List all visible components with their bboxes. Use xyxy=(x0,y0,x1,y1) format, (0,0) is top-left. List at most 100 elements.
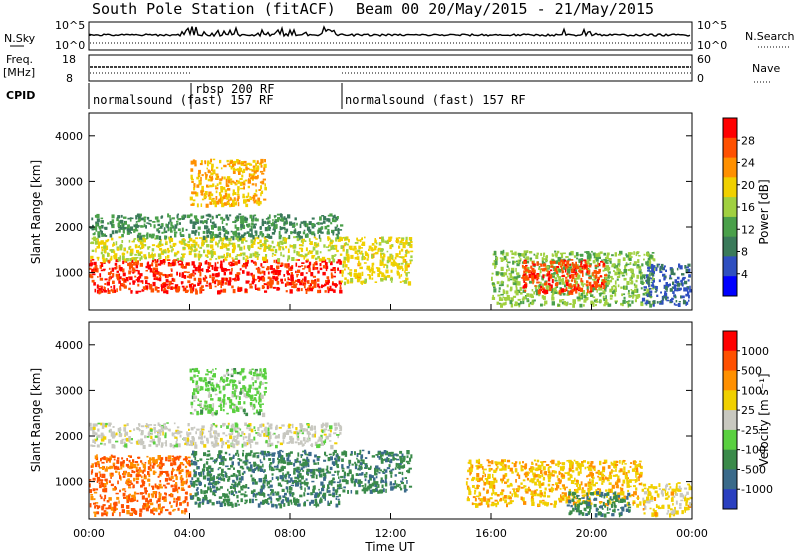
power-cell xyxy=(128,230,131,233)
power-cell xyxy=(309,250,313,255)
velocity-cell xyxy=(294,479,297,483)
velocity-cell xyxy=(259,493,263,496)
power-cell xyxy=(94,265,98,269)
power-cell xyxy=(148,219,152,222)
power-cell xyxy=(190,203,194,206)
power-cell xyxy=(405,277,409,281)
power-cell xyxy=(117,215,121,218)
power-cell xyxy=(507,261,511,264)
velocity-cell xyxy=(172,480,175,482)
power-cell xyxy=(688,299,690,302)
power-cell xyxy=(129,217,132,222)
power-cell xyxy=(558,276,561,278)
power-cell xyxy=(330,261,333,266)
power-cell xyxy=(544,259,548,262)
power-colorbar-swatch xyxy=(723,276,737,297)
velocity-cell xyxy=(96,507,99,510)
cpid-label: CPID xyxy=(6,89,35,102)
power-cell xyxy=(296,275,298,278)
velocity-cell xyxy=(319,444,322,446)
power-cell xyxy=(550,265,554,268)
velocity-cell xyxy=(211,482,215,485)
power-cell xyxy=(115,259,119,263)
power-cell xyxy=(396,272,400,276)
power-cell xyxy=(241,161,244,163)
power-cell xyxy=(141,245,143,249)
velocity-cell xyxy=(94,462,98,465)
power-cell xyxy=(551,278,554,284)
power-cell xyxy=(407,242,411,246)
power-cell xyxy=(556,274,559,278)
power-cell xyxy=(201,242,204,247)
power-cell xyxy=(623,296,626,300)
power-cell xyxy=(226,248,230,251)
power-cell xyxy=(200,160,203,163)
velocity-cell xyxy=(217,473,220,476)
velocity-cell xyxy=(164,486,168,489)
velocity-cell xyxy=(310,492,313,496)
velocity-cell xyxy=(323,433,327,436)
velocity-cell xyxy=(262,450,267,456)
power-cell xyxy=(380,255,382,259)
velocity-cell xyxy=(336,470,340,473)
velocity-cell xyxy=(157,437,161,441)
velocity-cell xyxy=(108,505,111,508)
power-cell xyxy=(334,271,336,274)
power-cell xyxy=(146,276,149,279)
power-cell xyxy=(555,290,558,292)
power-cell xyxy=(133,228,136,233)
power-cell xyxy=(541,295,544,299)
power-cell xyxy=(250,244,254,248)
power-cell xyxy=(554,250,557,253)
power-cell xyxy=(535,289,539,293)
power-cell xyxy=(254,256,257,258)
power-cell xyxy=(168,280,171,283)
power-cell xyxy=(381,236,384,241)
power-cell xyxy=(285,290,288,293)
power-cell xyxy=(319,263,322,267)
power-cell xyxy=(204,172,207,175)
power-cell xyxy=(198,262,201,267)
power-cell xyxy=(255,288,259,290)
velocity-cell xyxy=(309,469,313,474)
power-cell xyxy=(374,281,378,283)
power-cell xyxy=(99,273,102,278)
power-cell xyxy=(229,214,232,217)
velocity-cell xyxy=(302,431,305,434)
velocity-cell xyxy=(128,439,131,443)
velocity-cell xyxy=(282,435,286,439)
velocity-cell xyxy=(240,485,243,489)
velocity-cell xyxy=(305,428,308,432)
power-cell xyxy=(131,240,134,243)
velocity-cell xyxy=(286,442,290,444)
velocity-cell xyxy=(269,444,272,447)
velocity-cell xyxy=(143,474,146,478)
power-cell xyxy=(315,238,318,240)
power-cell xyxy=(192,159,196,163)
power-cell xyxy=(206,229,210,234)
velocity-cell xyxy=(110,465,114,469)
power-cell xyxy=(238,236,242,241)
velocity-cell xyxy=(133,509,137,514)
power-cell xyxy=(195,237,199,240)
power-cell xyxy=(186,262,189,266)
power-cell xyxy=(326,218,330,222)
power-cell xyxy=(687,279,690,282)
velocity-cell xyxy=(96,454,98,458)
power-cell xyxy=(663,267,665,270)
power-cell xyxy=(556,286,559,288)
velocity-cell xyxy=(257,427,260,431)
power-cell xyxy=(223,164,227,168)
velocity-cell xyxy=(161,464,163,468)
velocity-cell xyxy=(164,492,167,495)
power-cell xyxy=(111,249,115,253)
velocity-cell xyxy=(103,498,106,502)
power-cell xyxy=(689,289,692,293)
power-cell xyxy=(386,275,391,278)
power-cell xyxy=(253,237,256,242)
velocity-cell xyxy=(244,461,248,466)
power-cell xyxy=(317,221,320,226)
velocity-cell xyxy=(333,449,337,454)
power-cell xyxy=(107,259,111,263)
power-cell xyxy=(223,233,226,237)
